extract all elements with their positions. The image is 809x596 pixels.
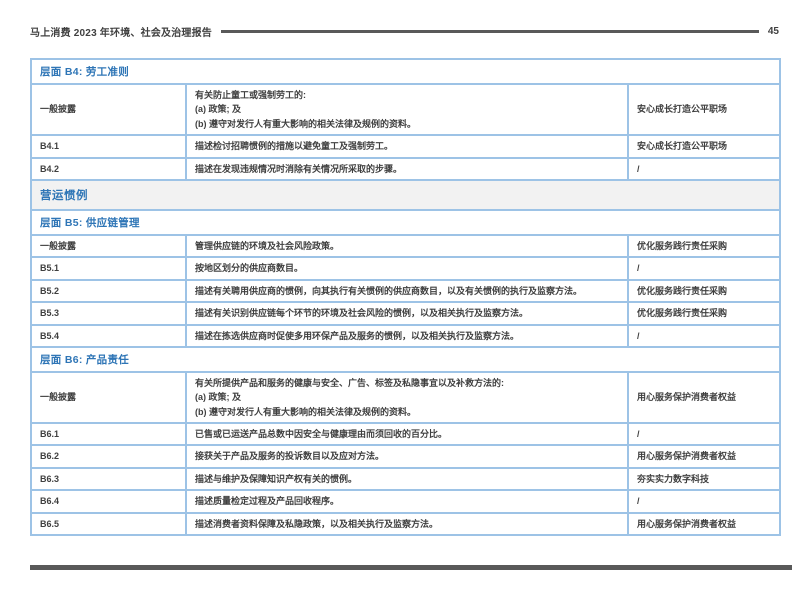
- table-row: B5.3 描述有关识别供应链每个环节的环境及社会风险的惯例，以及相关执行及监察方法…: [30, 301, 781, 326]
- header-rule-line: [221, 30, 759, 33]
- cell-kpi-code: B6.3: [30, 466, 187, 492]
- cell-description: 按地区划分的供应商数目。: [185, 256, 629, 281]
- cell-kpi-code: B6.4: [30, 489, 187, 514]
- table-row: B5.1 按地区划分的供应商数目。 /: [30, 256, 781, 281]
- table-row: B5.4 描述在拣选供应商时促使多用环保产品及服务的惯例，以及相关执行及监察方法。…: [30, 323, 781, 348]
- page-number: 45: [767, 26, 779, 37]
- table-row: B6.3 描述与维护及保障知识产权有关的惯例。 夯实实力数字科技: [30, 466, 781, 492]
- esg-index-table-body: 层面 B4: 劳工准则 一般披露 有关防止童工或强制劳工的: (a) 政策; 及 (…: [30, 58, 781, 537]
- cell-description: 描述有关聘用供应商的惯例，向其执行有关惯例的供应商数目，以及有关惯例的执行及监察…: [185, 278, 629, 304]
- cell-kpi-code: B6.5: [30, 511, 187, 537]
- cell-kpi-code: 一般披露: [30, 82, 187, 137]
- cell-kpi-code: B6.1: [30, 422, 187, 447]
- cell-chapter-reference: 优化服务践行责任采购: [627, 301, 781, 326]
- table-row: B6.2 接获关于产品及服务的投诉数目以及应对方法。 用心服务保护消费者权益: [30, 444, 781, 469]
- table-row: B4.2 描述在发现违规情况时消除有关情况所采取的步骤。 /: [30, 156, 781, 181]
- table-row: B5.2 描述有关聘用供应商的惯例，向其执行有关惯例的供应商数目，以及有关惯例的执…: [30, 278, 781, 304]
- cell-description: 描述有关识别供应链每个环节的环境及社会风险的惯例，以及相关执行及监察方法。: [185, 301, 629, 326]
- cell-kpi-code: 一般披露: [30, 370, 187, 425]
- esg-index-table: 层面 B4: 劳工准则 一般披露 有关防止童工或强制劳工的: (a) 政策; 及 (…: [30, 58, 781, 537]
- report-title: 马上消费 2023 年环境、社会及治理报告: [30, 28, 213, 39]
- section-row: 营运惯例: [30, 178, 781, 211]
- aspect-row: 层面 B4: 劳工准则: [30, 58, 781, 85]
- section-header-cell: 营运惯例: [30, 178, 781, 211]
- cell-chapter-reference: 用心服务保护消费者权益: [627, 370, 781, 425]
- table-row: 一般披露 有关防止童工或强制劳工的: (a) 政策; 及 (b) 遵守对发行人有重…: [30, 82, 781, 137]
- cell-kpi-code: B5.2: [30, 278, 187, 304]
- cell-chapter-reference: /: [627, 489, 781, 514]
- cell-chapter-reference: 用心服务保护消费者权益: [627, 444, 781, 469]
- cell-kpi-code: B5.3: [30, 301, 187, 326]
- cell-chapter-reference: 夯实实力数字科技: [627, 466, 781, 492]
- cell-chapter-reference: 优化服务践行责任采购: [627, 233, 781, 259]
- cell-description: 接获关于产品及服务的投诉数目以及应对方法。: [185, 444, 629, 469]
- cell-kpi-code: B6.2: [30, 444, 187, 469]
- cell-kpi-code: 一般披露: [30, 233, 187, 259]
- cell-description: 描述在拣选供应商时促使多用环保产品及服务的惯例，以及相关执行及监察方法。: [185, 323, 629, 348]
- cell-kpi-code: B4.1: [30, 134, 187, 159]
- cell-chapter-reference: 安心成长打造公平职场: [627, 134, 781, 159]
- table-row: 一般披露 管理供应链的环境及社会风险政策。 优化服务践行责任采购: [30, 233, 781, 259]
- aspect-header-cell: 层面 B5: 供应链管理: [30, 208, 781, 236]
- cell-kpi-code: B5.1: [30, 256, 187, 281]
- cell-description: 描述检讨招聘惯例的措施以避免童工及强制劳工。: [185, 134, 629, 159]
- aspect-row: 层面 B5: 供应链管理: [30, 208, 781, 236]
- cell-description: 管理供应链的环境及社会风险政策。: [185, 233, 629, 259]
- table-row: 一般披露 有关所提供产品和服务的健康与安全、广告、标签及私隐事宜以及补救方法的: …: [30, 370, 781, 425]
- cell-chapter-reference: /: [627, 156, 781, 181]
- aspect-header-cell: 层面 B4: 劳工准则: [30, 58, 781, 85]
- cell-description: 已售或已运送产品总数中因安全与健康理由而须回收的百分比。: [185, 422, 629, 447]
- cell-description: 描述质量检定过程及产品回收程序。: [185, 489, 629, 514]
- cell-chapter-reference: 安心成长打造公平职场: [627, 82, 781, 137]
- cell-description: 描述消费者资料保障及私隐政策，以及相关执行及监察方法。: [185, 511, 629, 537]
- cell-description: 描述与维护及保障知识产权有关的惯例。: [185, 466, 629, 492]
- cell-chapter-reference: /: [627, 422, 781, 447]
- table-row: B6.1 已售或已运送产品总数中因安全与健康理由而须回收的百分比。 /: [30, 422, 781, 447]
- cell-description: 有关所提供产品和服务的健康与安全、广告、标签及私隐事宜以及补救方法的: (a) …: [185, 370, 629, 425]
- cell-kpi-code: B4.2: [30, 156, 187, 181]
- table-row: B6.5 描述消费者资料保障及私隐政策，以及相关执行及监察方法。 用心服务保护消费者…: [30, 511, 781, 537]
- page-header: 马上消费 2023 年环境、社会及治理报告 45: [30, 24, 779, 39]
- table-row: B4.1 描述检讨招聘惯例的措施以避免童工及强制劳工。 安心成长打造公平职场: [30, 134, 781, 159]
- aspect-row: 层面 B6: 产品责任: [30, 345, 781, 373]
- aspect-header-cell: 层面 B6: 产品责任: [30, 345, 781, 373]
- cell-description: 有关防止童工或强制劳工的: (a) 政策; 及 (b) 遵守对发行人有重大影响的…: [185, 82, 629, 137]
- esg-index-table-wrap: 层面 B4: 劳工准则 一般披露 有关防止童工或强制劳工的: (a) 政策; 及 (…: [30, 58, 781, 537]
- cell-chapter-reference: /: [627, 256, 781, 281]
- footer-rule-bar: [30, 565, 792, 570]
- cell-chapter-reference: 优化服务践行责任采购: [627, 278, 781, 304]
- cell-chapter-reference: /: [627, 323, 781, 348]
- cell-description: 描述在发现违规情况时消除有关情况所采取的步骤。: [185, 156, 629, 181]
- cell-chapter-reference: 用心服务保护消费者权益: [627, 511, 781, 537]
- table-row: B6.4 描述质量检定过程及产品回收程序。 /: [30, 489, 781, 514]
- cell-kpi-code: B5.4: [30, 323, 187, 348]
